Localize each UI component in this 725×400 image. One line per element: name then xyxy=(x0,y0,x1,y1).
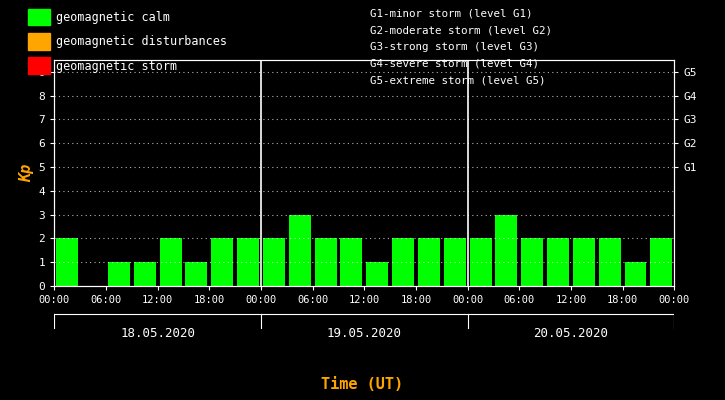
Bar xyxy=(211,238,233,286)
Bar xyxy=(599,238,621,286)
Bar xyxy=(108,262,130,286)
Bar xyxy=(160,238,181,286)
Text: 19.05.2020: 19.05.2020 xyxy=(327,327,402,340)
Bar xyxy=(650,238,672,286)
Text: 18.05.2020: 18.05.2020 xyxy=(120,327,195,340)
Bar xyxy=(521,238,543,286)
Bar xyxy=(289,215,311,286)
Text: G2-moderate storm (level G2): G2-moderate storm (level G2) xyxy=(370,25,552,35)
Bar xyxy=(624,262,647,286)
Bar xyxy=(28,33,50,50)
Bar xyxy=(315,238,336,286)
Text: G1-minor storm (level G1): G1-minor storm (level G1) xyxy=(370,9,532,18)
Bar xyxy=(444,238,465,286)
Text: G3-strong storm (level G3): G3-strong storm (level G3) xyxy=(370,42,539,52)
Text: G5-extreme storm (level G5): G5-extreme storm (level G5) xyxy=(370,76,545,86)
Bar xyxy=(57,238,78,286)
Bar xyxy=(186,262,207,286)
Y-axis label: Kp: Kp xyxy=(20,164,34,182)
Bar xyxy=(28,57,50,74)
Text: Time (UT): Time (UT) xyxy=(321,377,404,392)
Bar xyxy=(418,238,440,286)
Text: 20.05.2020: 20.05.2020 xyxy=(534,327,608,340)
Text: geomagnetic storm: geomagnetic storm xyxy=(56,60,177,73)
Bar xyxy=(237,238,259,286)
Bar xyxy=(495,215,518,286)
Bar xyxy=(366,262,388,286)
Text: G4-severe storm (level G4): G4-severe storm (level G4) xyxy=(370,59,539,69)
Text: geomagnetic calm: geomagnetic calm xyxy=(56,11,170,24)
Bar xyxy=(470,238,492,286)
Text: geomagnetic disturbances: geomagnetic disturbances xyxy=(56,36,227,48)
Bar xyxy=(134,262,156,286)
Bar xyxy=(263,238,285,286)
Bar xyxy=(573,238,594,286)
Bar xyxy=(341,238,362,286)
Bar xyxy=(392,238,414,286)
Bar xyxy=(547,238,569,286)
Bar xyxy=(28,8,50,25)
